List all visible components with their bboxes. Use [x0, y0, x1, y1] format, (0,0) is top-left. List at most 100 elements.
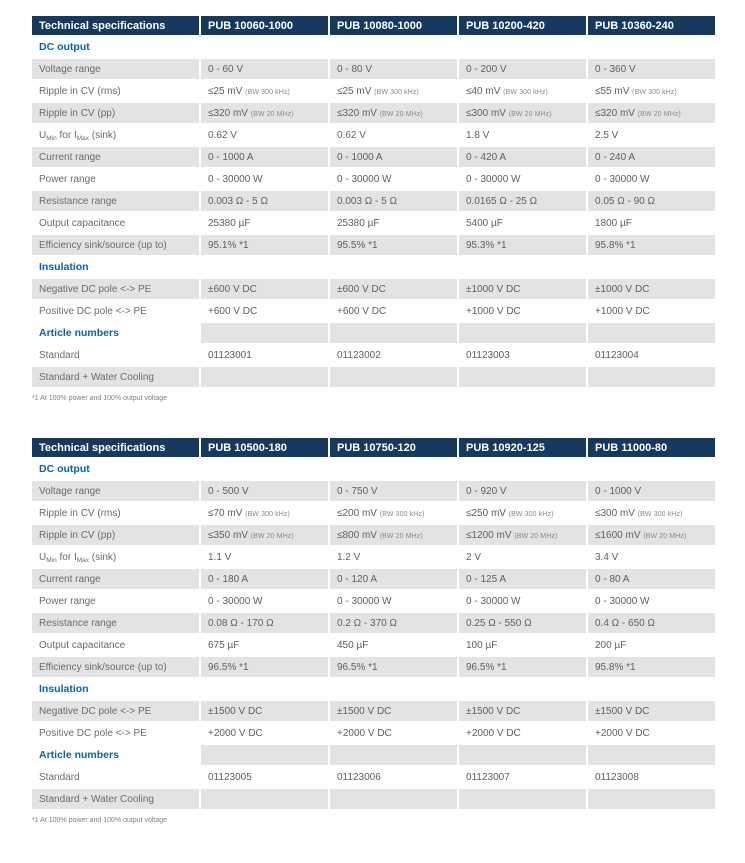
row-label: Negative DC pole <-> PE: [32, 701, 199, 721]
spec-value: [459, 459, 586, 479]
spec-row: Standard 01123005 01123006 01123007 01123008: [32, 767, 715, 787]
spec-row: Output capacitance 675 µF 450 µF 100 µF 200 …: [32, 635, 715, 655]
spec-value: [201, 37, 328, 57]
spec-value: [201, 745, 328, 765]
spec-value: 2.5 V: [588, 125, 715, 145]
spec-value: +600 V DC: [330, 301, 457, 321]
bandwidth-note: (BW 300 kHz): [503, 88, 548, 96]
spec-value: 0.0165 Ω - 25 Ω: [459, 191, 586, 211]
spec-value: 0 - 240 A: [588, 147, 715, 167]
bandwidth-note: (BW 20 MHz): [514, 532, 558, 540]
spec-row: Efficiency sink/source (up to) 95.1% *1 95…: [32, 235, 715, 255]
section-header: DC output: [32, 37, 199, 57]
spec-value: ≤320 mV (BW 20 MHz): [588, 103, 715, 123]
row-label: Voltage range: [32, 481, 199, 501]
spec-value: [459, 323, 586, 343]
section-row: DC output: [32, 37, 715, 57]
spec-value: ±1500 V DC: [459, 701, 586, 721]
spec-value: 01123004: [588, 345, 715, 365]
spec-value: ≤300 mV (BW 20 MHz): [459, 103, 586, 123]
spec-value: 0 - 1000 A: [201, 147, 328, 167]
spec-value: 0 - 80 V: [330, 59, 457, 79]
spec-row: Positive DC pole <-> PE +600 V DC +600 V D…: [32, 301, 715, 321]
section-header: DC output: [32, 459, 199, 479]
spec-value: 0.05 Ω - 90 Ω: [588, 191, 715, 211]
spec-value: +2000 V DC: [459, 723, 586, 743]
spec-value: [330, 459, 457, 479]
value-main: ≤200 mV: [337, 507, 380, 519]
model-column-header: PUB 10080-1000: [330, 16, 457, 35]
spec-value: [588, 37, 715, 57]
spec-value: [201, 789, 328, 809]
row-label: Standard + Water Cooling: [32, 367, 199, 387]
spec-value: 450 µF: [330, 635, 457, 655]
spec-row: Ripple in CV (rms) ≤25 mV (BW 300 kHz) ≤25…: [32, 81, 715, 101]
spec-value: 01123001: [201, 345, 328, 365]
spec-value: ≤200 mV (BW 300 kHz): [330, 503, 457, 523]
value-main: ≤320 mV: [208, 107, 251, 119]
spec-value: 0.62 V: [201, 125, 328, 145]
spec-value: [330, 323, 457, 343]
spec-value: 0 - 30000 W: [201, 169, 328, 189]
spec-value: [330, 789, 457, 809]
model-column-header: PUB 10060-1000: [201, 16, 328, 35]
model-column-header: PUB 10360-240: [588, 16, 715, 35]
spec-value: 0 - 30000 W: [201, 591, 328, 611]
row-label: Positive DC pole <-> PE: [32, 723, 199, 743]
spec-value: +2000 V DC: [330, 723, 457, 743]
spec-value: 95.3% *1: [459, 235, 586, 255]
spec-value: [459, 37, 586, 57]
spec-value: ±600 V DC: [201, 279, 328, 299]
spec-value: [201, 257, 328, 277]
spec-value: ≤1600 mV (BW 20 MHz): [588, 525, 715, 545]
value-main: ≤25 mV: [337, 85, 375, 97]
section-row: Insulation: [32, 679, 715, 699]
spec-value: 96.5% *1: [330, 657, 457, 677]
spec-value: ≤1200 mV (BW 20 MHz): [459, 525, 586, 545]
subscript-text: Min: [46, 134, 57, 142]
row-label: Ripple in CV (rms): [32, 81, 199, 101]
row-label: Power range: [32, 169, 199, 189]
spec-value: [459, 789, 586, 809]
spec-value: +2000 V DC: [201, 723, 328, 743]
row-label: Current range: [32, 569, 199, 589]
spec-value: ≤320 mV (BW 20 MHz): [330, 103, 457, 123]
bandwidth-note: (BW 20 MHz): [508, 110, 552, 118]
row-label: Resistance range: [32, 191, 199, 211]
value-main: ≤300 mV: [466, 107, 509, 119]
row-label: Output capacitance: [32, 213, 199, 233]
spec-value: 0 - 30000 W: [588, 169, 715, 189]
value-main: ≤350 mV: [208, 529, 251, 541]
spec-value: 96.5% *1: [459, 657, 586, 677]
spec-value: 0 - 200 V: [459, 59, 586, 79]
row-label: Standard: [32, 345, 199, 365]
section-header: Insulation: [32, 679, 199, 699]
spec-value: ≤55 mV (BW 300 kHz): [588, 81, 715, 101]
footnote: *1 At 100% power and 100% output voltage: [32, 395, 168, 402]
spec-row: Positive DC pole <-> PE +2000 V DC +2000 V…: [32, 723, 715, 743]
spec-value: 0.08 Ω - 170 Ω: [201, 613, 328, 633]
spec-row: Standard + Water Cooling: [32, 367, 715, 387]
spec-row: Standard 01123001 01123002 01123003 01123004: [32, 345, 715, 365]
bandwidth-note: (BW 300 kHz): [245, 88, 290, 96]
spec-row: Ripple in CV (pp) ≤350 mV (BW 20 MHz) ≤800…: [32, 525, 715, 545]
spec-value: 2 V: [459, 547, 586, 567]
spec-value: 01123002: [330, 345, 457, 365]
spec-row: Efficiency sink/source (up to) 96.5% *1 96…: [32, 657, 715, 677]
spec-value: [588, 257, 715, 277]
row-label: Power range: [32, 591, 199, 611]
subscript-text: Min: [46, 556, 57, 564]
bandwidth-note: (BW 20 MHz): [643, 532, 687, 540]
spec-value: 0 - 60 V: [201, 59, 328, 79]
spec-title-header: Technical specifications: [32, 16, 199, 35]
spec-value: 95.8% *1: [588, 657, 715, 677]
spec-value: 0 - 420 A: [459, 147, 586, 167]
spec-value: 0 - 500 V: [201, 481, 328, 501]
spec-value: [330, 257, 457, 277]
spec-row: Resistance range 0.003 Ω - 5 Ω 0.003 Ω - 5…: [32, 191, 715, 211]
bandwidth-note: (BW 300 kHz): [637, 510, 683, 518]
spec-value: 96.5% *1: [201, 657, 328, 677]
